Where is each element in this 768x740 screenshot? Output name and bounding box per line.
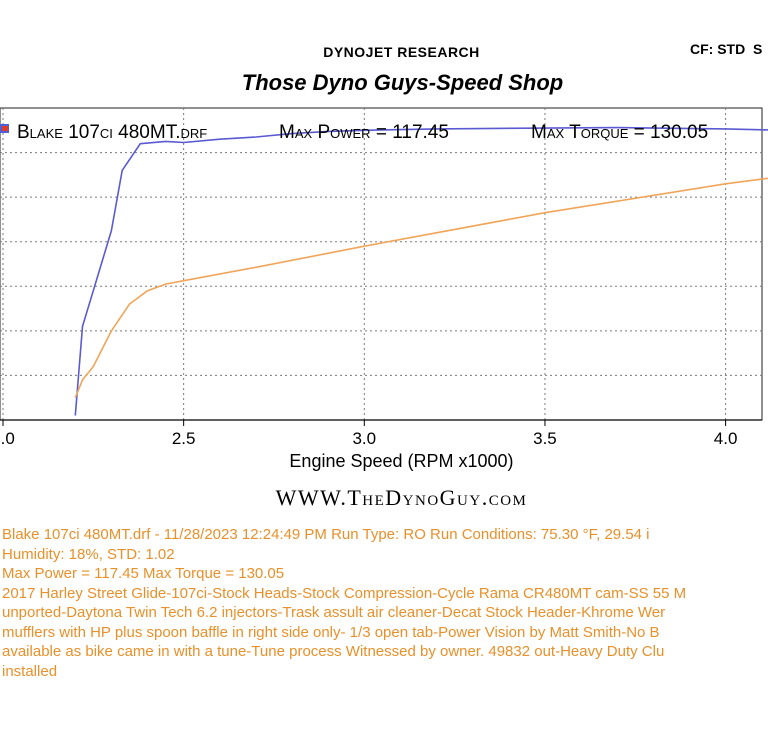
run-info-line-5: unported-Daytona Twin Tech 6.2 injectors… — [2, 604, 666, 621]
legend-max-power: Max Power = 117.45 — [279, 122, 449, 143]
x-tick-label-2.0: 2.0 — [0, 429, 15, 448]
run-info-block: Blake 107ci 480MT.drf - 11/28/2023 12:24… — [2, 525, 768, 681]
x-tick-label-4.0: 4.0 — [714, 429, 738, 448]
run-info-line-3: Max Power = 117.45 Max Torque = 130.05 — [2, 565, 285, 582]
plot-frame — [0, 107, 763, 421]
legend-run-name: Blake 107ci 480MT.drf — [17, 122, 207, 143]
run-info-line-8: installed — [2, 662, 58, 680]
run-info-line-7: available as bike came in with a tune-Tu… — [2, 643, 665, 660]
run-info-line-6: mufflers with HP plus spoon baffle in ri… — [2, 623, 660, 641]
cf-trailing-text: S — [753, 41, 763, 57]
series-line-torque — [74, 177, 768, 398]
series-line-power — [74, 126, 768, 416]
run-info-line-2: Humidity: 18%, STD: 1.02 — [2, 545, 175, 563]
run-info-line-4: 2017 Harley Street Glide-107ci-Stock Hea… — [2, 584, 687, 602]
x-tick-label-3.0: 3.0 — [352, 429, 376, 448]
series-lines — [74, 126, 768, 416]
x-tick-labels: 2.02.53.03.54.04.55.05.56.0 — [0, 420, 738, 448]
dyno-chart: 2.02.53.03.54.04.55.05.56.0 Blake 107ci … — [0, 107, 768, 448]
correction-factor-label: CF: STD S — [690, 41, 762, 57]
shop-title: Those Dyno Guys-Speed Shop — [241, 70, 564, 95]
website-url: WWW.TheDynoGuy.com — [275, 485, 528, 510]
dynojet-research-heading: DYNOJET RESEARCH — [323, 44, 480, 60]
legend: Blake 107ci 480MT.drf Max Power = 117.45… — [0, 122, 708, 143]
run-info-line-1: Blake 107ci 480MT.drf - 11/28/2023 12:24… — [2, 526, 650, 543]
cf-value: CF: STD — [690, 41, 746, 57]
legend-swatch-torque — [2, 126, 8, 131]
legend-max-torque: Max Torque = 130.05 — [531, 122, 708, 143]
x-tick-label-2.5: 2.5 — [172, 429, 196, 448]
grid — [0, 108, 762, 420]
x-axis-title: Engine Speed (RPM x1000) — [289, 451, 514, 471]
x-tick-label-3.5: 3.5 — [533, 429, 557, 448]
